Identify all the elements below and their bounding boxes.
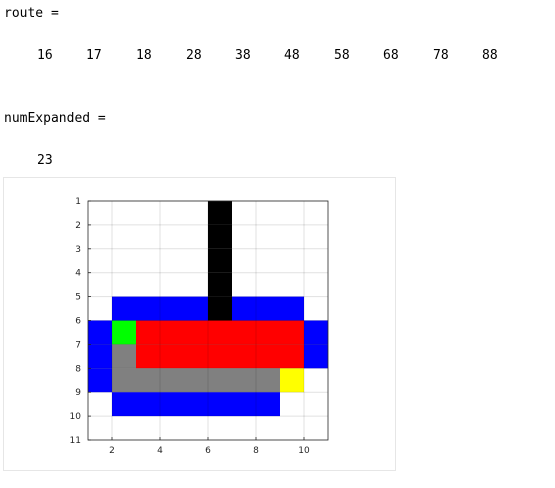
frontier-cell [88, 368, 112, 393]
frontier-cell [232, 392, 256, 417]
frontier-cell [112, 296, 136, 321]
route-value: 17 [86, 48, 102, 63]
route-value: 16 [37, 48, 53, 63]
frontier-cell [88, 320, 112, 345]
path-cell [208, 368, 232, 393]
goal-cell [280, 368, 304, 393]
path-cell [232, 368, 256, 393]
y-tick-label: 5 [75, 293, 81, 303]
visited-cell [184, 344, 208, 369]
visited-cell [208, 320, 232, 345]
y-tick-label: 1 [75, 197, 81, 207]
obstacle-cell [208, 248, 232, 273]
start-cell [112, 320, 136, 345]
route-value: 28 [186, 48, 202, 63]
y-tick-label: 4 [75, 269, 81, 279]
frontier-cell [136, 296, 160, 321]
visited-cell [136, 320, 160, 345]
visited-cell [208, 344, 232, 369]
path-cell [112, 368, 136, 393]
visited-cell [256, 344, 280, 369]
plot-axes: 1 2 3 4 5 6 7 8 9 10 11 2 4 6 8 10 [70, 197, 329, 456]
visited-cell [160, 344, 184, 369]
frontier-cell [232, 296, 256, 321]
path-cell [112, 344, 136, 369]
frontier-cell [160, 392, 184, 417]
visited-cell [280, 344, 304, 369]
route-value: 68 [383, 48, 399, 63]
route-value: 48 [284, 48, 300, 63]
visited-cell [232, 320, 256, 345]
obstacle-cell [208, 201, 232, 225]
obstacle-cell [208, 296, 232, 321]
route-value: 58 [334, 48, 350, 63]
y-tick-label: 7 [75, 340, 81, 350]
num-expanded-label: numExpanded = [4, 111, 106, 126]
x-tick-label: 10 [298, 446, 310, 456]
grid-lines [88, 200, 328, 441]
frontier-cell [304, 320, 328, 345]
grid-cells [88, 201, 328, 417]
frontier-cell [184, 296, 208, 321]
visited-cell [160, 320, 184, 345]
obstacle-cell [208, 224, 232, 249]
frontier-cell [280, 296, 304, 321]
x-tick-label: 2 [109, 446, 115, 456]
route-value: 38 [235, 48, 251, 63]
visited-cell [136, 344, 160, 369]
route-label: route = [4, 6, 59, 21]
x-tick-label: 6 [205, 446, 211, 456]
visited-cell [232, 344, 256, 369]
frontier-cell [256, 296, 280, 321]
route-value: 18 [136, 48, 152, 63]
y-tick-label: 8 [75, 364, 81, 374]
frontier-cell [304, 344, 328, 369]
y-tick-label: 3 [75, 245, 81, 255]
num-expanded-value: 23 [37, 153, 53, 168]
x-tick-label: 4 [157, 446, 163, 456]
frontier-cell [184, 392, 208, 417]
frontier-cell [160, 296, 184, 321]
route-value: 78 [433, 48, 449, 63]
route-value: 88 [482, 48, 498, 63]
visited-cell [184, 320, 208, 345]
grid-plot: 1 2 3 4 5 6 7 8 9 10 11 2 4 6 8 10 [70, 197, 329, 456]
frontier-cell [112, 392, 136, 417]
visited-cell [280, 320, 304, 345]
y-tick-label: 10 [70, 412, 82, 422]
frontier-cell [136, 392, 160, 417]
path-cell [136, 368, 160, 393]
obstacle-cell [208, 272, 232, 297]
path-cell [184, 368, 208, 393]
y-tick-label: 9 [75, 388, 81, 398]
visited-cell [256, 320, 280, 345]
path-cell [160, 368, 184, 393]
x-tick-label: 8 [253, 446, 259, 456]
figure-window: 1 2 3 4 5 6 7 8 9 10 11 2 4 6 8 10 [3, 177, 396, 471]
path-cell [256, 368, 280, 393]
y-tick-label: 2 [75, 221, 81, 231]
frontier-cell [88, 344, 112, 369]
frontier-cell [256, 392, 280, 417]
y-tick-label: 11 [70, 436, 81, 446]
y-tick-label: 6 [75, 317, 81, 327]
frontier-cell [208, 392, 232, 417]
